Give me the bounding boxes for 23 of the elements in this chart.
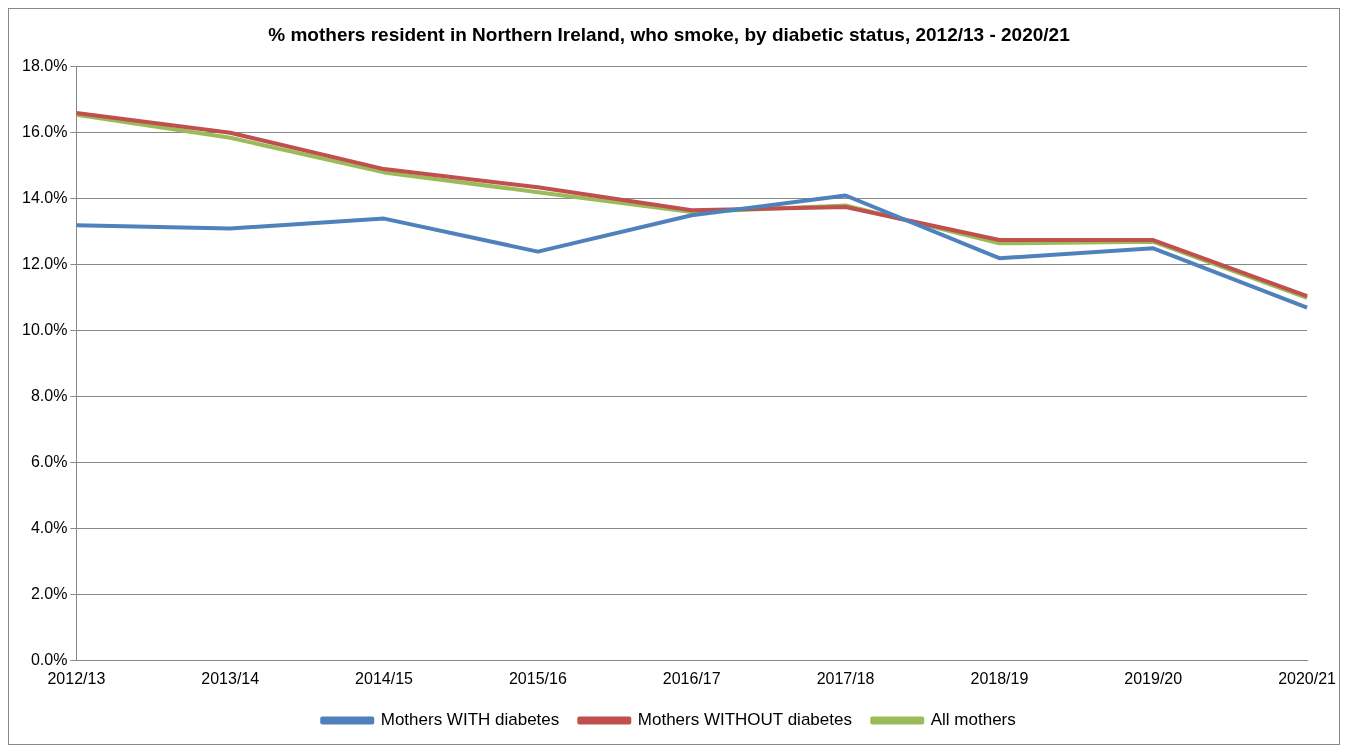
y-tick-label: 6.0% [30,453,68,471]
y-tick-label: 12.0% [21,255,68,273]
x-tick-label: 2012/13 [47,669,106,687]
x-tick-label: 2015/16 [508,669,567,687]
x-tick-label: 2020/21 [1278,669,1337,687]
y-tick-label: 0.0% [30,651,68,669]
chart-title: % mothers resident in Northern Ireland, who smoke, by diabetic status, 2012/13 - 2020/21 [268,23,1071,45]
x-tick-label: 2019/20 [1124,669,1183,687]
y-tick-label: 10.0% [21,321,68,339]
x-tick-label: 2018/19 [970,669,1029,687]
x-tick-label: 2014/15 [355,669,414,687]
legend-label: All mothers [930,710,1016,730]
y-tick-label: 18.0% [21,57,68,75]
y-tick-label: 8.0% [30,387,68,405]
legend-label: Mothers WITH diabetes [380,710,560,730]
x-tick-label: 2016/17 [662,669,721,687]
y-tick-label: 4.0% [30,519,68,537]
y-tick-label: 2.0% [30,585,68,603]
y-tick-label: 16.0% [21,123,68,141]
y-tick-label: 14.0% [21,189,68,207]
x-tick-label: 2013/14 [201,669,260,687]
legend-label: Mothers WITHOUT diabetes [637,710,852,730]
x-tick-label: 2017/18 [816,669,875,687]
